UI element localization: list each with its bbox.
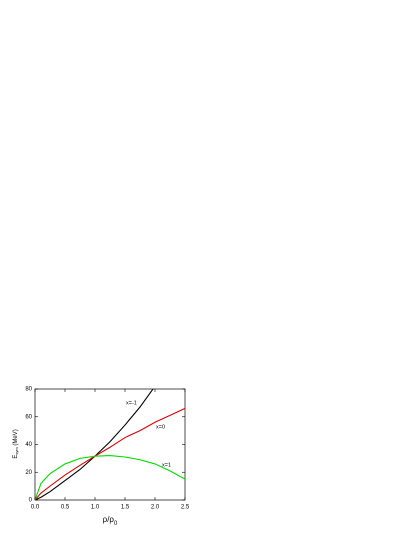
y-axis-label: Esym (MeV) [13,429,19,458]
x-tick-label: 0.5 [61,505,70,511]
x-axis-label: ρ/ρ0 [103,515,118,526]
y-tick-label: 80 [25,387,32,393]
y-tick-label: 20 [25,470,32,476]
plot-frame [34,388,186,501]
x-tick-label: 2.0 [151,505,160,511]
series-label: x=-1 [126,400,137,406]
curves [35,389,185,500]
series-line [35,389,154,500]
x-tick-label: 1.5 [121,505,130,511]
series-line [35,455,185,500]
x-tick-label: 2.5 [181,505,190,511]
series-label: x=0 [156,424,165,430]
y-label-sub: sym [14,447,19,455]
x-tick-label: 1.0 [91,505,100,511]
y-label-main: E [13,455,19,459]
series-line [35,407,185,500]
y-tick-label: 60 [25,414,32,420]
x-label-sub: 0 [114,521,118,527]
x-label-main: ρ/ρ [103,515,115,524]
series-label: x=1 [162,462,171,468]
y-tick-label: 40 [25,442,32,448]
x-tick-label: 0.0 [31,505,40,511]
y-tick-label: 0 [29,498,33,504]
y-label-unit: (MeV) [13,429,19,447]
